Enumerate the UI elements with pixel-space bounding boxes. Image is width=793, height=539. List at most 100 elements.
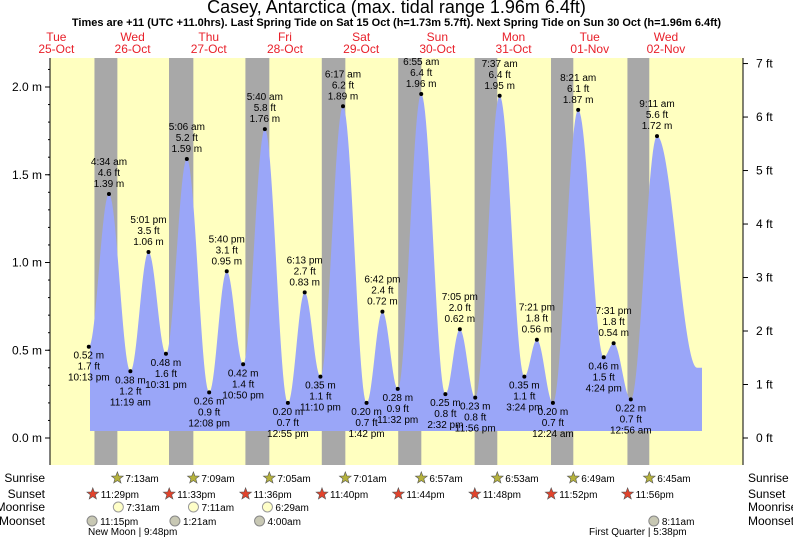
- row-label-right: Moonrise: [748, 500, 793, 514]
- high-tide-meters: 1.89 m: [328, 91, 359, 102]
- left-tick-label: 1.0 m: [12, 256, 42, 270]
- low-tide-meters: 0.26 m: [194, 396, 225, 407]
- sunset-icon: [391, 486, 406, 500]
- sunset-icon: [162, 486, 176, 500]
- tide-point: [443, 392, 448, 397]
- low-tide-meters: 0.22 m: [616, 403, 647, 414]
- row-label-left: Sunrise: [4, 471, 45, 485]
- left-tick-label: 0.5 m: [12, 343, 42, 357]
- day-name-label: Thu: [198, 30, 219, 44]
- high-tide-time: 7:05 pm: [442, 292, 478, 303]
- row-label-left: Moonset: [0, 514, 46, 528]
- moonrise-time: 7:11am: [201, 503, 234, 514]
- row-label-right: Moonset: [748, 514, 793, 528]
- tide-point: [550, 400, 555, 405]
- sunset-time: 11:44pm: [406, 490, 444, 501]
- high-tide-feet: 5.8 ft: [254, 103, 276, 114]
- high-tide-meters: 1.76 m: [250, 114, 281, 125]
- sunrise-time: 7:09am: [201, 474, 234, 485]
- high-tide-time: 5:06 am: [169, 122, 205, 133]
- moonset-time: 11:15pm: [100, 517, 138, 528]
- sunset-icon: [238, 486, 253, 500]
- low-tide-time: 3:24 pm: [506, 403, 542, 414]
- high-tide-meters: 0.72 m: [367, 297, 398, 308]
- low-tide-meters: 0.20 m: [538, 407, 569, 418]
- moonrise-icon: [112, 501, 124, 513]
- sunset-icon: [315, 486, 329, 500]
- low-tide-meters: 0.20 m: [273, 407, 304, 418]
- high-tide-feet: 6.2 ft: [332, 80, 354, 91]
- high-tide-time: 6:42 pm: [364, 275, 400, 286]
- sunset-time: 11:56pm: [636, 490, 674, 501]
- tide-point: [395, 386, 400, 391]
- low-tide-meters: 0.20 m: [351, 407, 382, 418]
- low-tide-feet: 0.7 ft: [620, 414, 642, 425]
- right-tick-label: 7 ft: [756, 57, 773, 71]
- high-tide-feet: 5.6 ft: [646, 110, 668, 121]
- high-tide-meters: 1.96 m: [406, 79, 437, 90]
- low-tide-feet: 0.9 ft: [387, 404, 409, 415]
- sunrise-icon: [490, 470, 505, 484]
- low-tide-feet: 0.7 ft: [355, 418, 377, 429]
- moonrise-time: 7:31am: [126, 503, 159, 514]
- high-tide-time: 5:40 pm: [209, 234, 245, 245]
- low-tide-time: 12:56 am: [610, 425, 652, 436]
- low-tide-time: 2:32 pm: [427, 420, 463, 431]
- tide-point: [380, 309, 385, 314]
- high-tide-time: 7:31 pm: [596, 306, 632, 317]
- low-tide-meters: 0.48 m: [151, 358, 182, 369]
- sunset-icon: [86, 486, 100, 500]
- tide-point: [497, 93, 502, 98]
- low-tide-time: 11:19 am: [110, 397, 151, 408]
- high-tide-time: 9:11 am: [639, 99, 674, 110]
- left-tick-label: 0.0 m: [12, 431, 42, 445]
- moonrise-icon: [187, 501, 199, 513]
- low-tide-feet: 0.8 ft: [464, 413, 486, 424]
- low-tide-feet: 1.1 ft: [513, 392, 535, 403]
- high-tide-feet: 2.4 ft: [371, 286, 393, 297]
- high-tide-feet: 2.7 ft: [294, 266, 316, 277]
- tide-point: [184, 156, 189, 161]
- sunrise-time: 6:45am: [657, 474, 690, 485]
- high-tide-feet: 2.0 ft: [449, 303, 471, 314]
- high-tide-meters: 1.87 m: [563, 95, 594, 106]
- moonset-time: 4:00am: [268, 517, 301, 528]
- high-tide-time: 8:21 am: [560, 73, 596, 84]
- day-date-label: 29-Oct: [343, 42, 380, 56]
- moonset-time: 8:11am: [662, 517, 695, 528]
- day-date-label: 26-Oct: [115, 42, 152, 56]
- high-tide-feet: 1.8 ft: [526, 314, 548, 325]
- low-tide-feet: 1.2 ft: [119, 386, 141, 397]
- high-tide-time: 5:01 pm: [130, 215, 166, 226]
- high-tide-meters: 1.95 m: [484, 81, 515, 92]
- moonrise-icon: [261, 501, 273, 513]
- low-tide-time: 11:32 pm: [377, 415, 418, 426]
- right-tick-label: 6 ft: [756, 110, 773, 124]
- tide-point: [128, 369, 133, 374]
- low-tide-feet: 0.7 ft: [542, 418, 564, 429]
- high-tide-meters: 0.83 m: [289, 277, 320, 288]
- tide-point: [285, 400, 290, 405]
- high-tide-feet: 6.4 ft: [410, 68, 432, 79]
- high-tide-feet: 5.2 ft: [176, 133, 198, 144]
- high-tide-feet: 6.4 ft: [489, 70, 511, 81]
- day-date-label: 27-Oct: [191, 42, 228, 56]
- tide-point: [534, 337, 539, 342]
- low-tide-time: 10:31 pm: [145, 380, 187, 391]
- sunset-time: 11:36pm: [254, 490, 292, 501]
- tide-point: [146, 249, 151, 254]
- day-date-label: 25-Oct: [38, 42, 75, 56]
- low-tide-feet: 1.1 ft: [309, 392, 331, 403]
- high-tide-meters: 1.06 m: [133, 237, 164, 248]
- high-tide-time: 5:40 am: [247, 92, 283, 103]
- low-tide-feet: 0.9 ft: [198, 407, 220, 418]
- sunset-time: 11:33pm: [177, 490, 215, 501]
- left-tick-label: 1.5 m: [12, 168, 42, 182]
- sunset-icon: [620, 486, 635, 500]
- right-tick-label: 0 ft: [756, 431, 773, 445]
- moonset-icon: [86, 515, 98, 527]
- low-tide-meters: 0.23 m: [460, 402, 491, 413]
- sunset-time: 11:52pm: [559, 490, 597, 501]
- low-tide-time: 12:08 pm: [188, 418, 230, 429]
